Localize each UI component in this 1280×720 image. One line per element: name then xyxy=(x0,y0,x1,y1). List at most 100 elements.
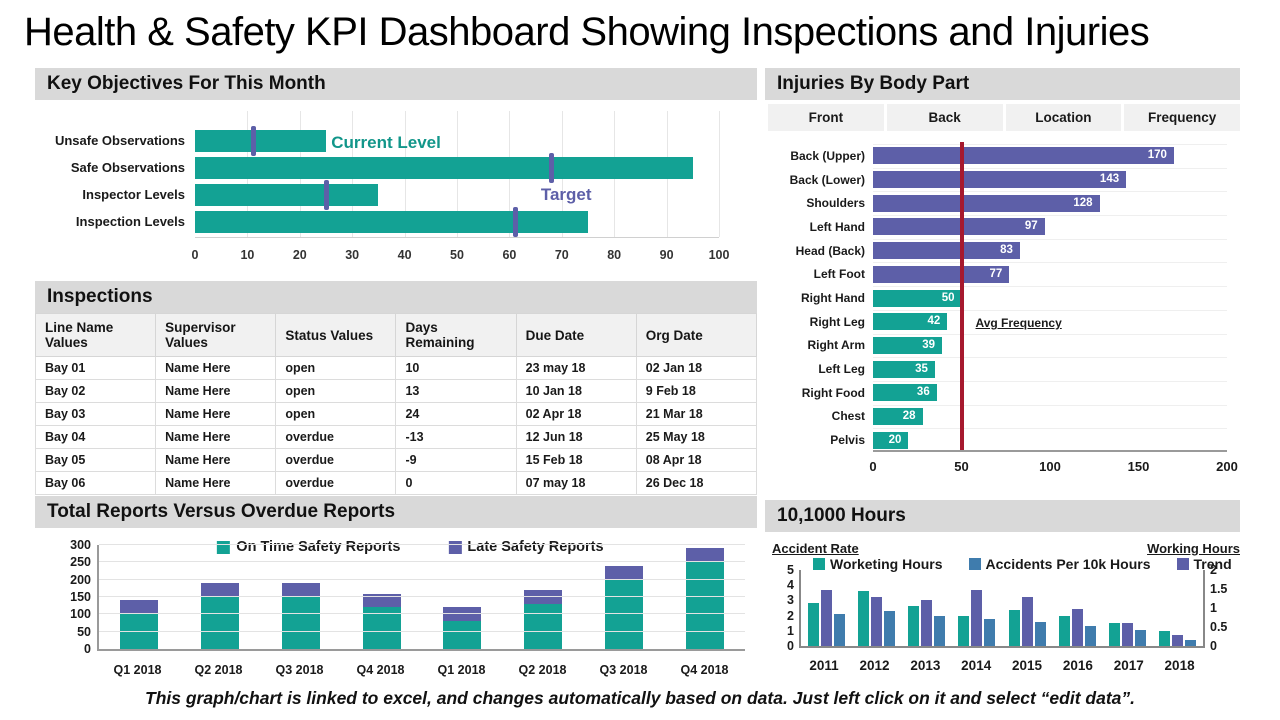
table-cell: open xyxy=(275,402,397,426)
y-tick-label: 100 xyxy=(70,607,91,622)
category-label: Shoulders xyxy=(806,196,865,211)
table-cell: open xyxy=(275,379,397,403)
late-segment xyxy=(604,565,643,580)
injury-bar: 170 xyxy=(873,147,1174,165)
table-cell: 25 May 18 xyxy=(635,425,758,449)
table-cell: Name Here xyxy=(155,471,277,495)
left-y-tick-label: 4 xyxy=(787,578,794,593)
tab-front[interactable]: Front xyxy=(768,104,884,131)
category-label: Inspector Levels xyxy=(82,187,185,202)
inspections-table-body: Bay 01 Name Here open 10 23 may 18 02 Jan 18 B… xyxy=(34,356,758,495)
ontime-segment xyxy=(281,597,320,649)
category-label: Left Hand xyxy=(809,219,865,234)
table-cell: Bay 01 xyxy=(34,356,157,380)
x-category-label: Q2 2018 xyxy=(518,663,567,677)
table-cell: 24 xyxy=(395,402,517,426)
injuries-bar-chart[interactable]: Back (Upper) 170 Back (Lower) 143 Shoulders 1… xyxy=(765,138,1243,480)
current-level-bar xyxy=(195,184,379,206)
tab-back[interactable]: Back xyxy=(883,104,1003,131)
page-title: Health & Safety KPI Dashboard Showing In… xyxy=(24,10,1150,54)
current-level-bar xyxy=(195,130,326,152)
objectives-plot-area: Current Level Target xyxy=(195,111,720,238)
reports-panel-header: Total Reports Versus Overdue Reports xyxy=(35,496,757,528)
bar-value-label: 83 xyxy=(1000,244,1013,257)
x-tick-label: 0 xyxy=(869,459,877,474)
column-header: Org Date xyxy=(635,313,758,357)
reports-stacked-chart[interactable]: On Time Safety Reports Late Safety Report… xyxy=(35,531,757,677)
x-tick-label: 0 xyxy=(191,248,199,262)
y-tick-label: 300 xyxy=(70,538,91,552)
bar-worketing-hours xyxy=(1058,615,1070,646)
injury-bar: 42 xyxy=(873,313,948,331)
legend-label: Late Safety Reports xyxy=(467,539,604,555)
bar-trend xyxy=(921,600,933,646)
year-group xyxy=(1008,570,1046,646)
x-category-label: 2015 xyxy=(1012,658,1043,673)
x-tick-label: 10 xyxy=(240,248,255,262)
stacked-bar xyxy=(201,545,240,649)
year-group xyxy=(857,570,895,646)
table-row: Bay 03 Name Here open 24 02 Apr 18 21 Mar 18 xyxy=(34,402,758,426)
injury-bar: 39 xyxy=(873,336,943,354)
late-segment xyxy=(120,600,159,615)
year-group xyxy=(1058,570,1096,646)
bar-worketing-hours xyxy=(1159,630,1171,646)
hours-plot-area: 0 1 2 3 4 5 0 0.5 1 1.5 2 xyxy=(787,563,1227,653)
hours-panel-header: 10,1000 Hours xyxy=(765,500,1240,532)
bar-value-label: 36 xyxy=(916,386,930,399)
x-tick-label: 80 xyxy=(607,248,622,262)
x-tick-label: 100 xyxy=(1039,459,1061,474)
x-category-label: Q3 2018 xyxy=(275,663,324,677)
y-tick-label: 0 xyxy=(84,642,91,656)
row-gridline xyxy=(873,380,1227,382)
row-gridline xyxy=(873,286,1227,288)
row-gridline xyxy=(873,238,1227,240)
table-cell: Bay 03 xyxy=(34,402,157,426)
table-cell: overdue xyxy=(275,448,397,472)
category-label: Right Hand xyxy=(801,291,865,305)
hours-axis-titles: Accident Rate Working Hours xyxy=(772,541,1240,556)
late-segment xyxy=(685,548,724,563)
tab-location[interactable]: Location xyxy=(1002,104,1122,131)
bar-worketing-hours xyxy=(1109,623,1121,646)
injury-bar: 50 xyxy=(873,289,962,307)
year-group xyxy=(807,570,845,646)
legend-swatch xyxy=(217,540,231,554)
x-category-label: 2014 xyxy=(961,658,992,673)
objectives-bullet-chart[interactable]: Current Level Target 0 10 20 30 40 50 60 70 80 90 1… xyxy=(35,103,757,268)
right-y-tick-label: 2 xyxy=(1210,563,1217,577)
reports-x-labels: Q1 2018 Q2 2018 Q3 2018 Q4 2018 Q1 2018 Q2 20… xyxy=(97,663,745,677)
column-header: Supervisor Values xyxy=(155,313,277,357)
x-category-label: 2018 xyxy=(1164,658,1195,673)
row-gridline xyxy=(873,333,1227,335)
row-gridline xyxy=(873,309,1227,311)
bar-accidents-per-10k-hours xyxy=(1034,621,1046,646)
injury-bar: 77 xyxy=(873,265,1010,283)
table-cell: Bay 04 xyxy=(34,425,157,449)
table-cell: Bay 02 xyxy=(34,379,157,403)
bar-value-label: 50 xyxy=(941,291,955,304)
bar-worketing-hours xyxy=(958,615,970,646)
table-cell: 21 Mar 18 xyxy=(635,402,758,426)
bar-worketing-hours xyxy=(908,606,920,646)
x-category-label: 2012 xyxy=(859,658,890,673)
bar-trend xyxy=(820,589,832,646)
late-segment xyxy=(201,583,240,597)
right-y-tick-label: 0.5 xyxy=(1210,620,1228,634)
bar-trend xyxy=(1071,608,1083,646)
bar-worketing-hours xyxy=(1008,609,1020,646)
column-header: Due Date xyxy=(515,313,637,357)
table-cell: 9 Feb 18 xyxy=(635,379,758,403)
inspections-panel-header: Inspections xyxy=(35,281,757,313)
bar-value-label: 170 xyxy=(1147,149,1167,162)
x-tick-label: 90 xyxy=(659,248,674,262)
tab-frequency[interactable]: Frequency xyxy=(1121,104,1240,131)
table-cell: 12 Jun 18 xyxy=(515,425,637,449)
row-gridline xyxy=(873,404,1227,406)
injury-bar: 128 xyxy=(873,194,1100,212)
hours-grouped-chart[interactable]: Worketing Hours Accidents Per 10k Hours Tr… xyxy=(765,556,1243,673)
ontime-segment xyxy=(120,614,159,649)
injury-bar: 36 xyxy=(873,384,937,402)
x-category-label: Q4 2018 xyxy=(356,663,405,677)
x-category-label: 2013 xyxy=(910,658,941,673)
